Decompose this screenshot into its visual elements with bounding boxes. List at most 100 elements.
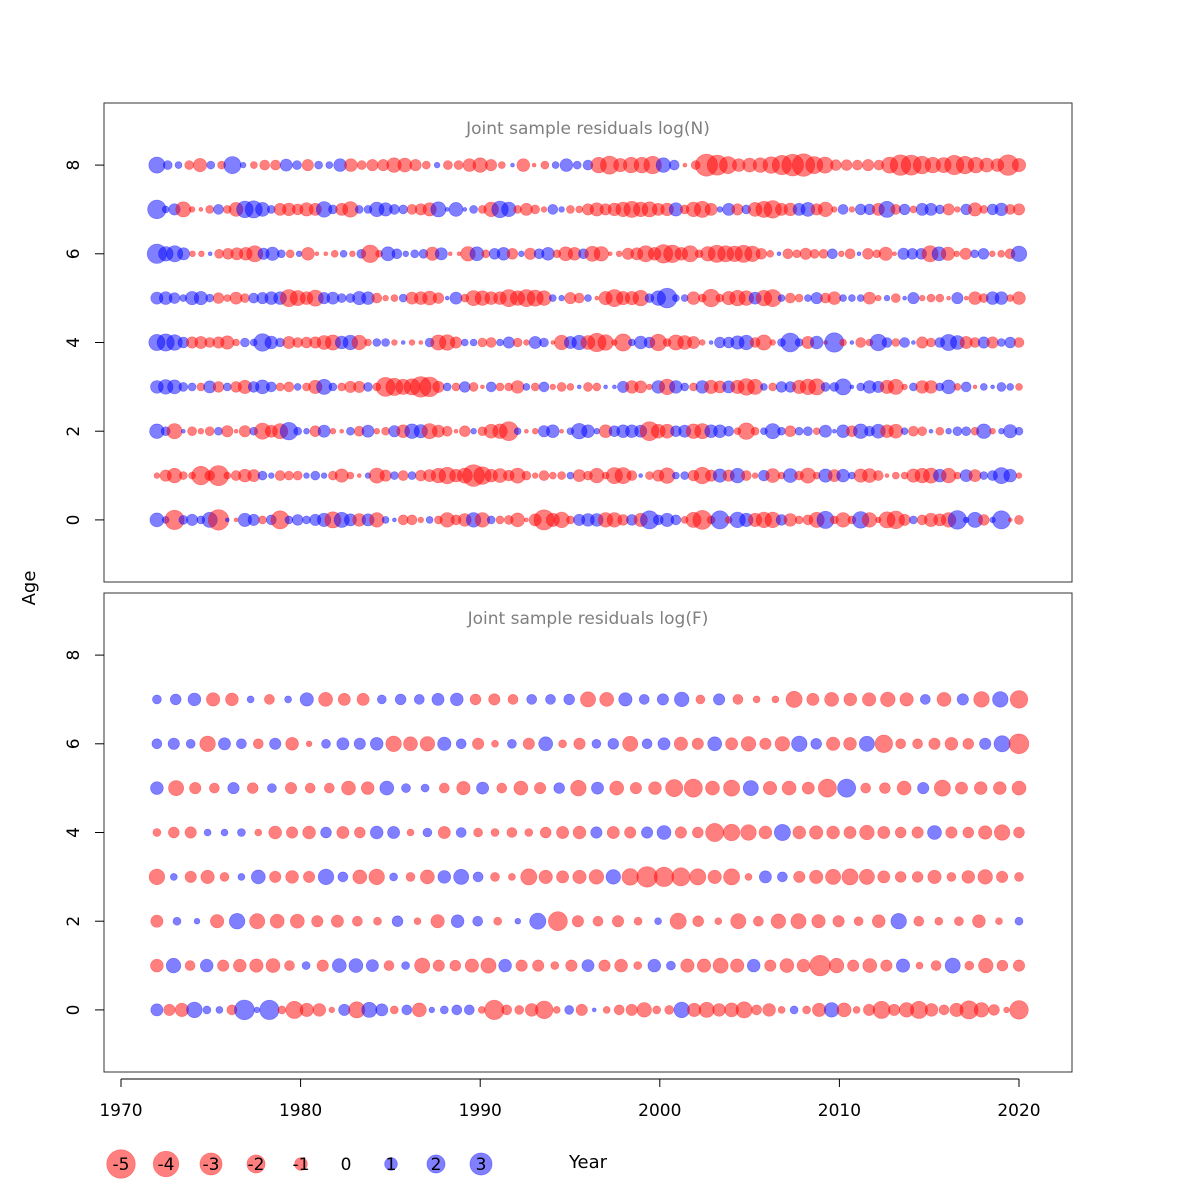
bubble [361, 1002, 378, 1018]
bubble [978, 957, 994, 974]
bubble [375, 1003, 389, 1017]
bubble [695, 694, 706, 705]
bubble [818, 778, 837, 798]
bubble [668, 159, 680, 171]
bubble [480, 957, 497, 974]
bubble [214, 249, 224, 259]
bubble [268, 825, 282, 840]
bubble [268, 472, 275, 479]
bubble [698, 1002, 715, 1018]
bubble [514, 917, 521, 925]
bubble [624, 826, 637, 839]
bubble [712, 1003, 726, 1017]
bubble [669, 912, 687, 930]
bubble [356, 473, 362, 478]
bubble [188, 206, 196, 213]
bubble [853, 916, 864, 927]
bubble [430, 201, 447, 218]
bubble [964, 960, 975, 971]
bubble [959, 247, 972, 260]
bubble [532, 959, 545, 972]
bubble [449, 336, 462, 349]
bubble [433, 161, 441, 169]
bubble [935, 293, 945, 303]
bubble [1007, 517, 1013, 523]
bubble [329, 428, 337, 435]
bubble [572, 160, 582, 170]
bubble [269, 737, 282, 750]
bubble [390, 294, 399, 302]
bubble [626, 470, 638, 481]
bubble [593, 246, 609, 262]
bubble [507, 694, 519, 705]
bubble [198, 250, 205, 258]
bubble [453, 160, 464, 170]
bubble [508, 873, 516, 881]
legend-item: 2 [426, 1154, 446, 1175]
bubble [148, 156, 166, 174]
bubble [973, 781, 988, 795]
bubble [165, 957, 182, 974]
bubble [848, 294, 856, 302]
bubble [184, 960, 196, 971]
bubble [212, 292, 225, 304]
bubble [861, 512, 878, 528]
bubble [162, 160, 173, 170]
bubble [765, 468, 781, 483]
bubble [236, 738, 247, 750]
bubble [227, 782, 240, 795]
bubble [186, 1001, 203, 1019]
bubble [768, 382, 778, 392]
bubble [548, 911, 568, 932]
bubble [538, 381, 550, 393]
bubble [784, 292, 796, 304]
bubble [434, 247, 448, 261]
bubble [495, 515, 505, 525]
bubble [422, 827, 433, 838]
bubble [212, 381, 225, 393]
bubble [834, 378, 852, 396]
bubble [1011, 780, 1027, 796]
bubble [638, 694, 650, 705]
bubble [323, 782, 335, 794]
legend-item: -4 [152, 1150, 180, 1178]
bubble [217, 959, 230, 972]
bubble [997, 338, 1006, 347]
bubble [516, 158, 530, 172]
bubble [414, 957, 431, 974]
bubble [687, 336, 700, 349]
bubble [539, 826, 552, 839]
bubble [837, 778, 857, 798]
bubble [707, 736, 723, 752]
bubble [539, 337, 549, 348]
bubble [210, 914, 225, 929]
bubble [477, 337, 488, 348]
bubble [346, 471, 355, 480]
bubble [366, 159, 379, 172]
bubble [871, 914, 886, 928]
bubble [634, 380, 648, 394]
bubble [495, 382, 505, 392]
bubble [961, 870, 975, 884]
bubble [205, 205, 214, 214]
legend-bubble [294, 1157, 308, 1171]
bubble [312, 1003, 326, 1017]
bubble [321, 738, 331, 749]
y-tick-label: 4 [64, 337, 84, 348]
bubble [583, 382, 593, 392]
bubble [469, 693, 482, 706]
bubble [781, 780, 797, 796]
bubble [996, 382, 1007, 392]
bubble [794, 293, 804, 303]
bubble [403, 736, 418, 752]
bubble [363, 382, 373, 392]
bubble [1006, 383, 1015, 391]
bubble [179, 471, 188, 480]
bubble [606, 826, 620, 839]
legend-bubble [106, 1149, 136, 1179]
bubble [381, 516, 390, 524]
bubble [707, 869, 722, 884]
bubble [669, 380, 683, 394]
bubble [997, 250, 1006, 258]
bubble [655, 157, 672, 173]
